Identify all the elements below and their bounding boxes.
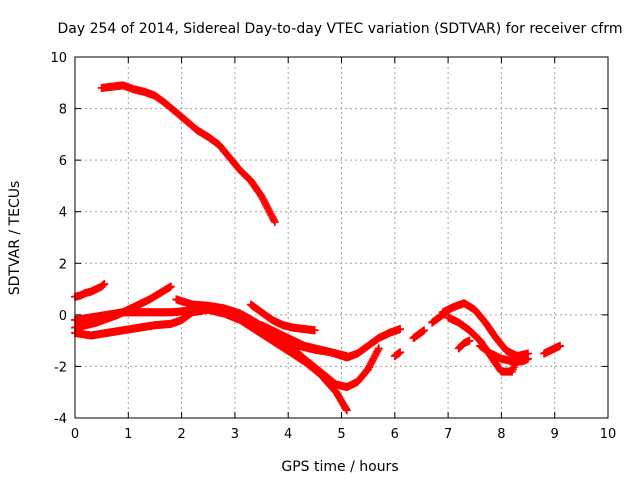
y-tick-label: 8	[59, 103, 67, 118]
x-tick-label: 10	[600, 427, 617, 442]
x-tick-label: 7	[444, 427, 452, 442]
series-frag-1	[390, 348, 405, 361]
series-frag-5	[540, 341, 565, 358]
y-axis-label: SDTVAR / TECUs	[7, 181, 23, 296]
series-arc-C	[71, 305, 351, 415]
x-tick-label: 2	[177, 427, 185, 442]
series-rising-arc	[71, 279, 109, 301]
series-frag-2	[409, 326, 429, 343]
y-tick-label: 4	[59, 206, 67, 221]
x-tick-label: 9	[551, 427, 559, 442]
x-axis-label: GPS time / hours	[281, 459, 398, 475]
series-arc-B	[71, 282, 175, 332]
y-tick-label: -4	[54, 412, 67, 427]
x-tick-label: 5	[337, 427, 345, 442]
series-arc-I	[476, 341, 533, 366]
x-tick-label: 1	[124, 427, 132, 442]
series-arc-E	[246, 300, 319, 335]
x-tick-label: 3	[231, 427, 239, 442]
y-tick-label: 0	[59, 309, 67, 324]
y-tick-label: 10	[50, 51, 67, 66]
y-tick-label: 2	[59, 257, 67, 272]
x-tick-label: 0	[71, 427, 79, 442]
y-tick-label: -2	[54, 360, 67, 375]
x-tick-label: 6	[391, 427, 399, 442]
series-frag-4	[454, 336, 474, 353]
chart-title: Day 254 of 2014, Sidereal Day-to-day VTE…	[58, 21, 623, 37]
x-tick-label: 4	[284, 427, 292, 442]
series-arc-G	[438, 299, 533, 361]
axis-ticks: 0 1 2 3 4 5 6 7 8 9 10 -4 -2 0 2 4 6 8 10	[50, 51, 616, 442]
series-arc-F	[257, 321, 351, 361]
y-tick-label: 6	[59, 154, 67, 169]
x-tick-label: 8	[497, 427, 505, 442]
series-upper-arc	[97, 81, 279, 227]
grid	[75, 57, 608, 418]
data-series	[71, 81, 565, 415]
